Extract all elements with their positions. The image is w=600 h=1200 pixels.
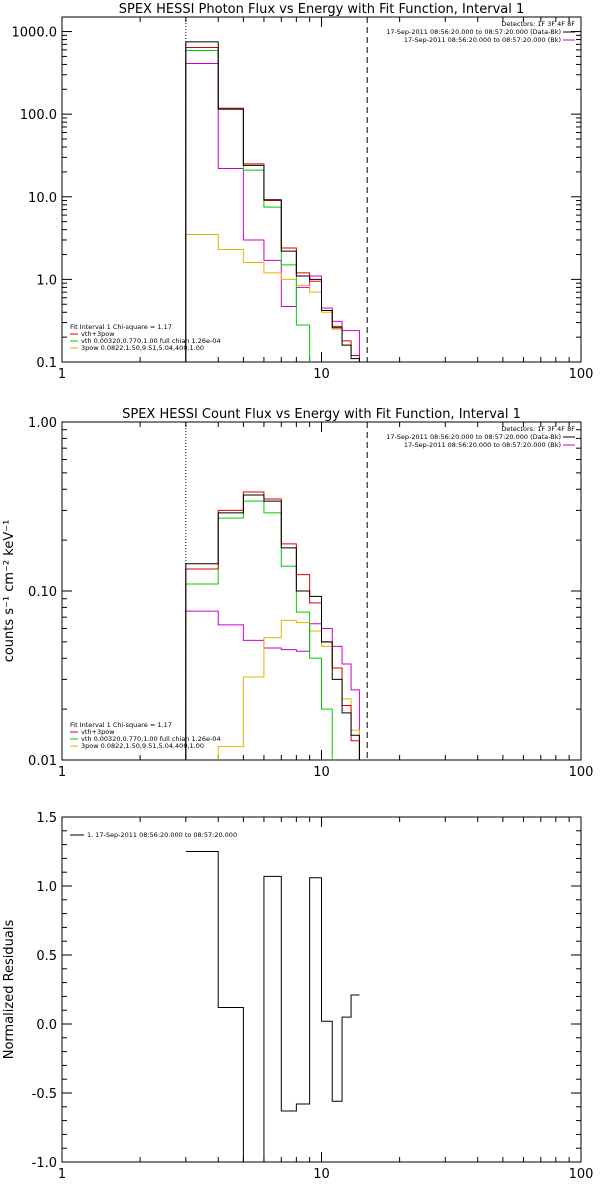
series-line-data-bk — [185, 494, 360, 760]
x-tick-label: 1 — [58, 765, 66, 780]
legend-header: Detectors: 1F 3F 4F 8F — [501, 20, 575, 28]
legend-entry-label: 17-Sep-2011 08:56:20.000 to 08:57:20.000… — [404, 36, 561, 44]
series-line-bk — [185, 610, 360, 760]
y-axis-label: Normalized Residuals — [2, 920, 17, 1060]
x-tick-label: 10 — [313, 1167, 330, 1182]
chart-panel-2: SPEX HESSI Count Flux vs Energy with Fit… — [2, 407, 594, 780]
fit-legend-label: 3pow 0.0822,1.50,9.51,5.04,400,1.00 — [81, 742, 204, 750]
y-tick-label: 1.5 — [36, 811, 57, 826]
y-tick-label: 0.5 — [36, 949, 57, 964]
y-tick-label: -1.0 — [32, 1156, 57, 1171]
x-tick-label: 1 — [58, 1167, 66, 1182]
y-tick-label: 1000.0 — [12, 26, 58, 41]
series-line-bk — [185, 63, 360, 362]
x-tick-label: 100 — [569, 367, 594, 382]
series-line-1-17-sep-2011-08-56-20-000-to-08-57-20-000 — [185, 851, 360, 1162]
chart-title: SPEX HESSI Photon Flux vs Energy with Fi… — [119, 2, 525, 17]
fit-legend-label: vth 0.00320,0.770,1.00 full chian 1.26e-… — [81, 337, 221, 345]
x-tick-label: 1 — [58, 367, 66, 382]
legend-header: Detectors: 1F 3F 4F 8F — [501, 425, 575, 433]
series-line-vth-3pow — [185, 47, 360, 362]
series-group — [185, 41, 360, 362]
series-line-3pow — [217, 619, 360, 760]
y-tick-label: 1.00 — [28, 416, 57, 431]
legend-entry-label: 1. 17-Sep-2011 08:56:20.000 to 08:57:20.… — [87, 831, 237, 839]
fit-legend-label: vth+3pow — [81, 728, 115, 736]
y-tick-label: 1.0 — [36, 273, 57, 288]
legend-entry-label: 17-Sep-2011 08:56:20.000 to 08:57:20.000… — [404, 441, 561, 449]
series-line-3pow — [185, 233, 360, 362]
chart-title: SPEX HESSI Count Flux vs Energy with Fit… — [122, 407, 521, 422]
fit-legend-label: 3pow 0.0822,1.50,9.51,5.04,400,1.00 — [81, 344, 204, 352]
series-group — [185, 851, 360, 1162]
y-tick-label: 1.0 — [36, 880, 57, 895]
x-tick-label: 10 — [313, 765, 330, 780]
fit-legend-header: Fit Interval 1 Chi-square = 1.17 — [70, 323, 172, 331]
y-tick-label: 0.1 — [36, 356, 57, 371]
series-line-vth-3pow — [185, 491, 360, 760]
y-tick-label: 0.01 — [28, 754, 57, 769]
series-line-data-bk — [185, 41, 360, 362]
y-tick-label: 10.0 — [28, 191, 57, 206]
legend-entry-label: 17-Sep-2011 08:56:20.000 to 08:57:20.000… — [386, 28, 561, 36]
y-tick-label: -0.5 — [32, 1087, 57, 1102]
series-line-vth — [185, 49, 311, 362]
fit-legend-header: Fit Interval 1 Chi-square = 1.17 — [70, 721, 172, 729]
legend-entry-label: 17-Sep-2011 08:56:20.000 to 08:57:20.000… — [386, 433, 561, 441]
series-group — [185, 491, 360, 760]
y-tick-label: 0.10 — [28, 585, 57, 600]
x-tick-label: 10 — [313, 367, 330, 382]
y-tick-label: 0.0 — [36, 1018, 57, 1033]
fit-legend-label: vth 0.00320,0.770,1.00 full chian 1.26e-… — [81, 735, 221, 743]
series-line-vth — [185, 500, 333, 760]
chart-panel-1: SPEX HESSI Photon Flux vs Energy with Fi… — [12, 2, 594, 382]
fit-legend-label: vth+3pow — [81, 330, 115, 338]
x-tick-label: 100 — [569, 765, 594, 780]
y-axis-label: counts s⁻¹ cm⁻² keV⁻¹ — [2, 520, 17, 663]
y-tick-label: 100.0 — [20, 108, 57, 123]
chart-panel-3: 1 10 100 -1.0 -0.5 0.0 0.5 1.0 1.5 Normalized Res… — [2, 811, 593, 1182]
x-tick-label: 100 — [569, 1167, 594, 1182]
